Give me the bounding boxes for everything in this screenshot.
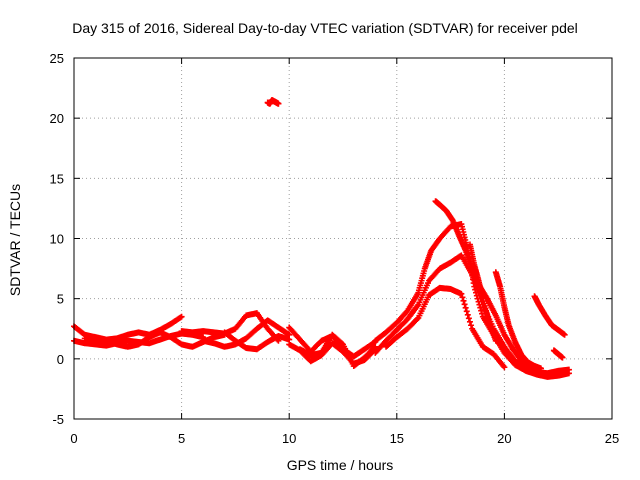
y-tick-label: 10: [50, 232, 64, 247]
data-point: [178, 313, 185, 320]
data-point: [371, 344, 378, 351]
data-point: [459, 294, 466, 301]
tick-layer: 0 5 10 15 20 25 -5 0 5 10 15 20 25: [50, 51, 620, 446]
series-arc-early-3: [81, 329, 228, 350]
x-axis-label: GPS time / hours: [287, 457, 394, 473]
series-arc-late-4: [550, 347, 566, 361]
data-point: [501, 364, 508, 371]
series-arc-rise-3: [383, 284, 508, 371]
y-tick-label: 0: [57, 352, 64, 367]
data-point: [372, 343, 379, 350]
data-point: [468, 322, 475, 329]
series-arc-outlier: [264, 97, 282, 107]
x-tick-label: 10: [282, 431, 296, 446]
series-arc-late-1: [466, 241, 499, 344]
data-layer: [71, 97, 572, 380]
x-tick-label: 25: [605, 431, 619, 446]
data-point: [537, 365, 544, 372]
data-point: [466, 318, 473, 325]
y-tick-label: 15: [50, 171, 64, 186]
series-arc-mid-3: [221, 329, 293, 353]
data-point: [462, 304, 469, 311]
x-tick-label: 0: [70, 431, 77, 446]
x-tick-label: 5: [178, 431, 185, 446]
series-arc-dip-3: [296, 331, 379, 370]
data-point: [414, 316, 421, 323]
data-point: [492, 337, 499, 344]
y-axis-label: SDTVAR / TECUs: [7, 184, 23, 296]
y-tick-label: -5: [52, 412, 64, 427]
data-point: [275, 100, 282, 107]
y-tick-label: 20: [50, 111, 64, 126]
data-point: [561, 331, 568, 338]
data-point: [544, 372, 551, 379]
y-tick-label: 5: [57, 292, 64, 307]
data-point: [463, 308, 470, 315]
chart-title: Day 315 of 2016, Sidereal Day-to-day VTE…: [72, 20, 578, 36]
series-arc-late-3: [531, 293, 568, 338]
data-point: [559, 354, 566, 361]
series-arc-early-1: [71, 313, 185, 343]
series-arc-late-2: [492, 269, 544, 372]
data-point: [565, 366, 572, 373]
data-point: [460, 297, 467, 304]
x-tick-label: 15: [390, 431, 404, 446]
series-arc-mid-2: [200, 317, 293, 350]
y-tick-label: 25: [50, 51, 64, 66]
x-tick-label: 20: [497, 431, 511, 446]
series-arc-dip-2: [286, 340, 379, 367]
data-point: [338, 340, 345, 347]
data-point: [461, 301, 468, 308]
data-point: [465, 315, 472, 322]
data-point: [464, 311, 471, 318]
data-point: [458, 290, 465, 297]
